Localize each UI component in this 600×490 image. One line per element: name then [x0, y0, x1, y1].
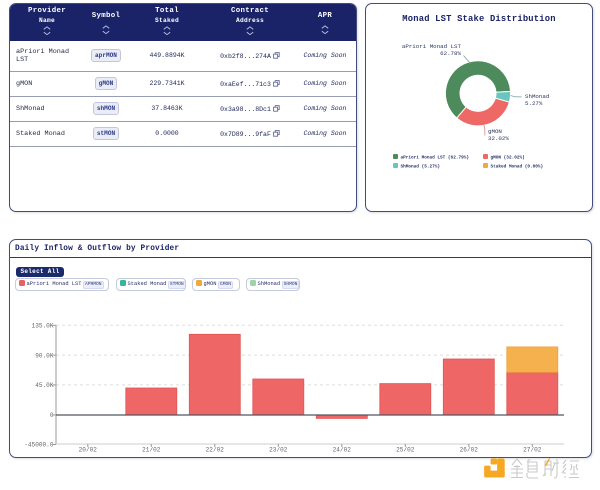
svg-text:20/02: 20/02 [79, 447, 98, 454]
svg-text:135.0K: 135.0K [32, 323, 54, 330]
svg-text:25/02: 25/02 [396, 447, 415, 454]
svg-text:22/02: 22/02 [206, 447, 225, 454]
svg-text:27/02: 27/02 [523, 447, 542, 454]
svg-text:90.0K: 90.0K [35, 352, 54, 359]
svg-text:-45000.0: -45000.0 [24, 442, 54, 449]
svg-text:0: 0 [50, 412, 54, 419]
svg-text:24/02: 24/02 [333, 447, 352, 454]
svg-text:45.0K: 45.0K [35, 382, 54, 389]
svg-text:26/02: 26/02 [460, 447, 479, 454]
svg-text:23/02: 23/02 [269, 447, 288, 454]
svg-text:21/02: 21/02 [142, 447, 161, 454]
